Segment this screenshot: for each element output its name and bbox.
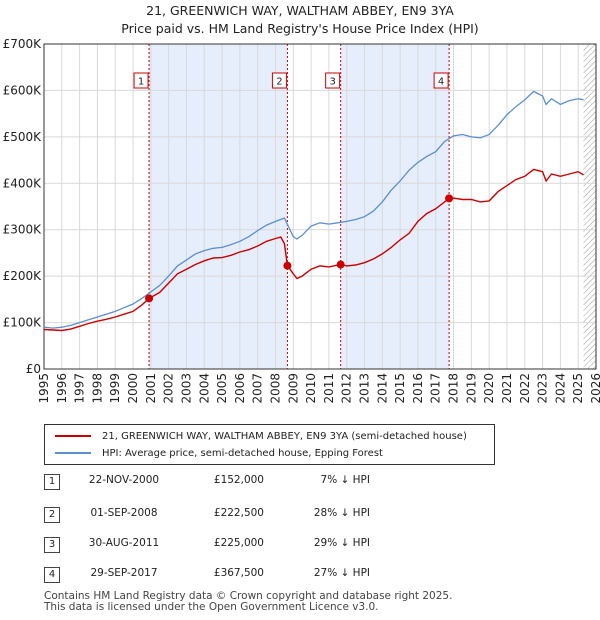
transaction-number: 4: [44, 567, 60, 583]
x-tick-label: 1995: [37, 373, 51, 404]
transaction-price: £367,500: [213, 567, 264, 579]
y-tick-label: £300K: [3, 223, 43, 237]
x-tick-label: 2021: [500, 373, 514, 404]
transaction-price: £225,000: [213, 537, 264, 549]
legend: 21, GREENWICH WAY, WALTHAM ABBEY, EN9 3Y…: [44, 424, 495, 465]
footer: Contains HM Land Registry data © Crown c…: [44, 591, 452, 613]
plot-frame: [43, 43, 597, 370]
marker-box-label: 2: [276, 77, 282, 88]
y-tick-label: £400K: [3, 176, 43, 190]
marker-box: [133, 72, 149, 89]
legend-label-hpi: HPI: Average price, semi-detached house,…: [102, 447, 383, 459]
x-tick-label: 1996: [55, 373, 69, 404]
transaction-number: 3: [44, 537, 60, 553]
y-tick-label: £100K: [3, 316, 43, 330]
transaction-hpi-diff: 7% ↓ HPI: [320, 474, 370, 486]
x-tick-label: 2022: [518, 373, 532, 404]
marker-box: [433, 72, 449, 89]
x-tick-label: 2023: [536, 373, 550, 404]
legend-swatch-hpi: [55, 452, 91, 454]
y-tick-label: £500K: [3, 130, 43, 144]
transaction-date: 29-SEP-2017: [90, 567, 158, 579]
shaded-period: [340, 44, 450, 369]
x-tick-label: 2018: [447, 373, 461, 404]
x-tick-label: 2007: [251, 373, 265, 404]
transaction-number: 1: [44, 474, 60, 490]
shaded-period: [149, 44, 288, 369]
x-tick-label: 2017: [429, 373, 443, 404]
x-tick-label: 2004: [197, 373, 211, 404]
x-tick-label: 2010: [304, 373, 318, 404]
transaction-hpi-diff: 28% ↓ HPI: [313, 507, 370, 519]
y-tick-label: £200K: [3, 269, 43, 283]
transaction-hpi-diff: 27% ↓ HPI: [313, 567, 370, 579]
x-tick-label: 2011: [322, 373, 336, 404]
series-line-hpi: [43, 90, 584, 329]
legend-swatch-property: [55, 435, 91, 437]
sale-point: [336, 260, 345, 269]
chart-title: 21, GREENWICH WAY, WALTHAM ABBEY, EN9 3Y…: [146, 3, 454, 18]
x-tick-label: 2002: [162, 373, 176, 404]
x-tick-label: 2024: [553, 373, 567, 404]
x-tick-label: 2006: [233, 373, 247, 404]
y-tick-label: £0: [26, 362, 41, 376]
x-tick-label: 1999: [108, 373, 122, 404]
x-tick-label: 2000: [126, 373, 140, 404]
sale-point: [445, 194, 454, 203]
chart-subtitle: Price paid vs. HM Land Registry's House …: [121, 21, 479, 36]
x-tick-label: 2014: [375, 373, 389, 404]
sale-point: [145, 294, 154, 303]
transaction-hpi-diff: 29% ↓ HPI: [313, 537, 370, 549]
x-tick-label: 2003: [179, 373, 193, 404]
marker-box-label: 1: [138, 77, 144, 88]
x-tick-label: 1997: [73, 373, 87, 404]
transaction-price: £152,000: [213, 474, 264, 486]
x-tick-label: 2025: [571, 373, 585, 404]
price-chart: £0 £100K £200K £300K £400K £500K £600K £700K 199…: [3, 37, 600, 404]
sale-point: [283, 261, 292, 270]
transaction-number: 2: [44, 507, 60, 523]
x-tick-label: 2020: [482, 373, 496, 404]
x-tick-label: 2016: [411, 373, 425, 404]
marker-box: [325, 72, 341, 89]
x-tick-label: 2009: [286, 373, 300, 404]
transaction-date: 30-AUG-2011: [88, 537, 160, 549]
transaction-price: £222,500: [213, 507, 264, 519]
marker-box-label: 4: [438, 77, 444, 88]
x-tick-label: 2008: [268, 373, 282, 404]
transaction-date: 01-SEP-2008: [90, 507, 158, 519]
footer-copyright: Contains HM Land Registry data © Crown c…: [44, 590, 453, 602]
x-tick-label: 2013: [358, 373, 372, 404]
series-line-property: [43, 168, 584, 332]
legend-item-hpi: HPI: Average price, semi-detached house,…: [55, 446, 383, 460]
legend-item-property: 21, GREENWICH WAY, WALTHAM ABBEY, EN9 3Y…: [55, 429, 467, 443]
legend-label-property: 21, GREENWICH WAY, WALTHAM ABBEY, EN9 3Y…: [102, 430, 467, 442]
y-tick-label: £600K: [3, 83, 43, 97]
x-tick-label: 2019: [464, 373, 478, 404]
transaction-date: 22-NOV-2000: [88, 474, 160, 486]
x-tick-label: 2015: [393, 373, 407, 404]
marker-box-label: 3: [329, 77, 335, 88]
y-tick-label: £700K: [3, 37, 43, 51]
x-tick-label: 1998: [90, 373, 104, 404]
marker-box: [271, 72, 287, 89]
footer-licence: This data is licensed under the Open Gov…: [44, 601, 379, 613]
x-tick-label: 2026: [589, 373, 600, 404]
hatched-region: [583, 44, 596, 369]
x-tick-label: 2001: [144, 373, 158, 404]
x-tick-label: 2012: [340, 373, 354, 404]
x-tick-label: 2005: [215, 373, 229, 404]
